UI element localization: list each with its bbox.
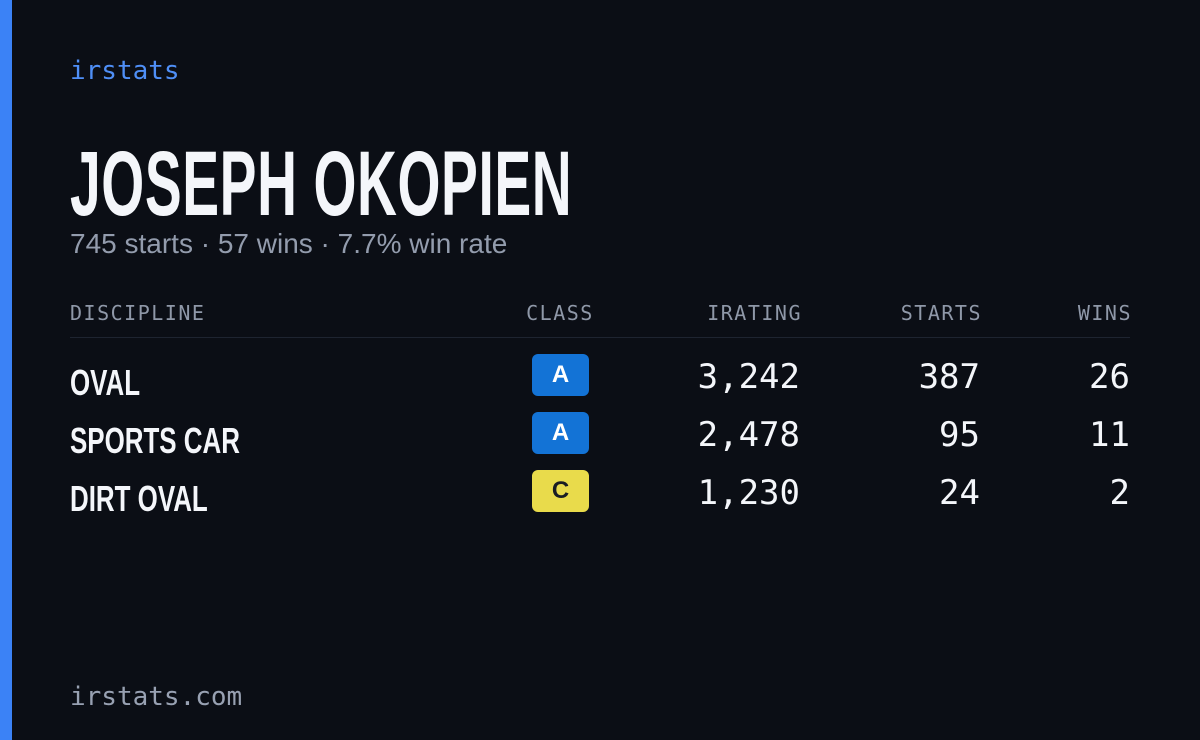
header-class: CLASS [526,301,594,325]
discipline: SPORTS CAR [70,420,240,461]
header-wins: WINS [1077,301,1132,325]
irating: 3,242 [697,357,800,397]
player-summary: 745 starts · 57 wins · 7.7% win rate [70,228,508,259]
irating: 2,478 [697,415,800,455]
header-rule [70,337,1130,338]
header-discipline: DISCIPLINE [70,301,206,325]
class-badge: A [532,412,589,454]
wins: 11 [1089,415,1130,455]
brand: irstats [70,56,180,86]
header-irating: IRATING [707,301,802,325]
header-starts: STARTS [900,301,982,325]
footer-url: irstats.com [70,682,243,712]
player-name: JOSEPH OKOPIEN [70,133,573,235]
accent-bar [0,0,12,740]
starts: 95 [939,415,980,455]
wins: 26 [1089,357,1130,397]
starts: 24 [939,473,980,513]
class-badge: C [532,470,589,512]
wins: 2 [1109,473,1130,513]
irating: 1,230 [697,473,800,513]
discipline: OVAL [70,362,141,403]
starts: 387 [918,357,980,397]
class-badge: A [532,354,589,396]
discipline: DIRT OVAL [70,478,208,519]
